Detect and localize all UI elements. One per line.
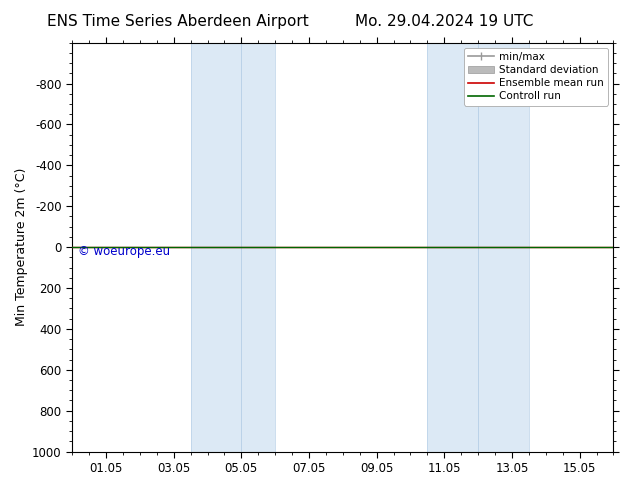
- Bar: [242, 43, 275, 452]
- Bar: [478, 43, 529, 452]
- Text: © woeurope.eu: © woeurope.eu: [77, 245, 170, 258]
- Legend: min/max, Standard deviation, Ensemble mean run, Controll run: min/max, Standard deviation, Ensemble me…: [464, 48, 608, 105]
- Y-axis label: Min Temperature 2m (°C): Min Temperature 2m (°C): [15, 168, 28, 326]
- Text: Mo. 29.04.2024 19 UTC: Mo. 29.04.2024 19 UTC: [354, 14, 533, 29]
- Bar: [191, 43, 242, 452]
- Bar: [427, 43, 478, 452]
- Text: ENS Time Series Aberdeen Airport: ENS Time Series Aberdeen Airport: [47, 14, 308, 29]
